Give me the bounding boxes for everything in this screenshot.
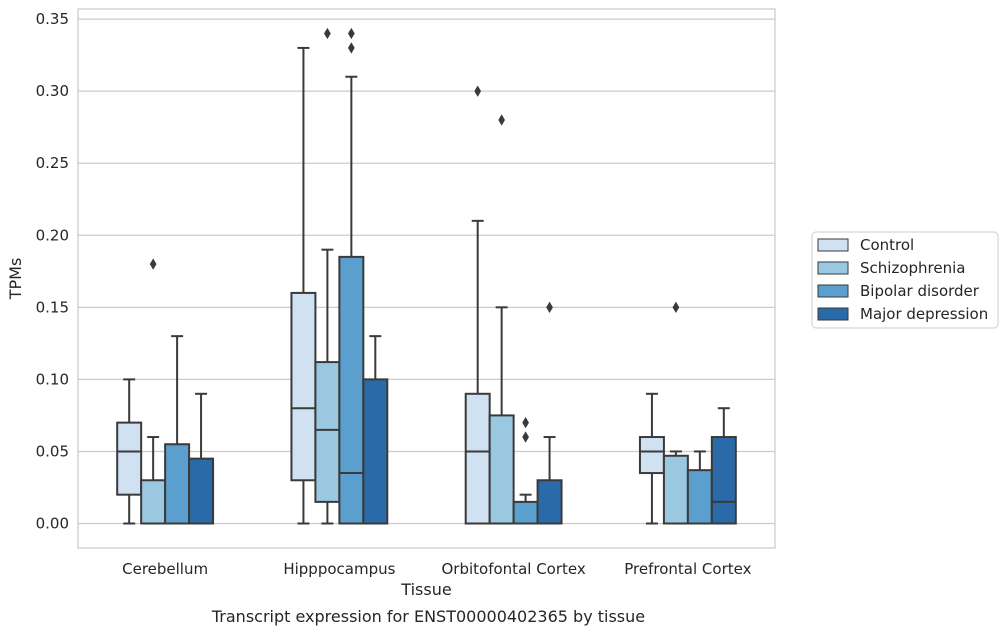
y-tick-label: 0.25 <box>36 154 69 172</box>
box-body <box>536 479 563 525</box>
box-body <box>488 414 515 525</box>
boxes-layer <box>116 27 737 525</box>
box-major-depression <box>188 392 215 525</box>
box-body <box>662 454 689 525</box>
legend-swatch <box>817 284 849 298</box>
legend-entry: Schizophrenia <box>860 259 965 277</box>
box-schizophrenia <box>662 301 689 525</box>
x-tick-labels: Cerebellum Hipppocampus Orbitofontal Corte… <box>122 560 751 578</box>
plot-frame <box>77 8 776 549</box>
box-bipolar-disorder <box>686 450 713 525</box>
y-tick-label: 0.15 <box>36 298 69 316</box>
y-tick-label: 0.20 <box>36 226 69 244</box>
outlier-point <box>522 416 529 429</box>
chart-caption: Transcript expression for ENST0000040236… <box>211 607 645 626</box>
outlier-point <box>672 301 680 313</box>
box-body <box>140 479 167 525</box>
outlier-point <box>546 301 553 313</box>
legend-entry: Major depression <box>860 305 988 323</box>
box-body <box>188 457 215 525</box>
x-axis-label: Tissue <box>400 580 451 599</box>
box-body <box>338 255 365 525</box>
x-tick-label: Orbitofontal Cortex <box>442 560 586 578</box>
box-schizophrenia <box>488 114 515 525</box>
box-major-depression <box>536 301 563 525</box>
x-tick-label: Cerebellum <box>122 560 208 578</box>
box-control <box>638 392 665 525</box>
legend-frame <box>811 231 999 329</box>
y-tick-label: 0.00 <box>36 515 69 533</box>
y-tick-label: 0.05 <box>36 442 69 460</box>
box-body <box>686 469 713 525</box>
legend-entry: Control <box>860 236 914 254</box>
box-schizophrenia <box>140 258 167 525</box>
box-schizophrenia <box>314 27 341 525</box>
y-tick-label: 0.35 <box>36 10 69 28</box>
y-tick-label: 0.10 <box>36 370 69 388</box>
outlier-point <box>347 27 355 40</box>
legend: Control Schizophrenia Bipolar disorder Majo… <box>811 231 999 329</box>
outlier-point <box>347 42 355 54</box>
legend-swatch <box>817 261 849 275</box>
outlier-point <box>522 431 529 443</box>
box-major-depression <box>710 407 737 525</box>
x-tick-label: Hipppocampus <box>283 560 395 578</box>
box-bipolar-disorder <box>512 416 539 525</box>
box-body <box>164 443 191 525</box>
legend-entry: Bipolar disorder <box>860 282 980 300</box>
box-body <box>638 436 665 475</box>
x-tick-label: Prefrontal Cortex <box>624 560 751 578</box>
box-body <box>512 500 539 525</box>
box-body <box>116 421 143 496</box>
legend-swatch <box>817 307 849 321</box>
box-major-depression <box>362 335 389 525</box>
box-body <box>710 436 737 525</box>
y-tick-label: 0.30 <box>36 82 69 100</box>
box-body <box>464 392 491 525</box>
outlier-point <box>498 114 506 126</box>
box-body <box>362 378 389 525</box>
y-axis-label: TPMs <box>6 258 25 301</box>
outlier-point <box>324 27 331 40</box>
outlier-point <box>474 85 482 97</box>
outlier-point <box>149 258 157 270</box>
box-body <box>314 361 341 503</box>
y-tick-labels: 0.00 0.05 0.10 0.15 0.20 0.25 0.30 0.35 <box>36 10 69 532</box>
box-body <box>290 291 317 482</box>
legend-swatch <box>817 238 849 252</box>
box-control <box>116 378 143 525</box>
